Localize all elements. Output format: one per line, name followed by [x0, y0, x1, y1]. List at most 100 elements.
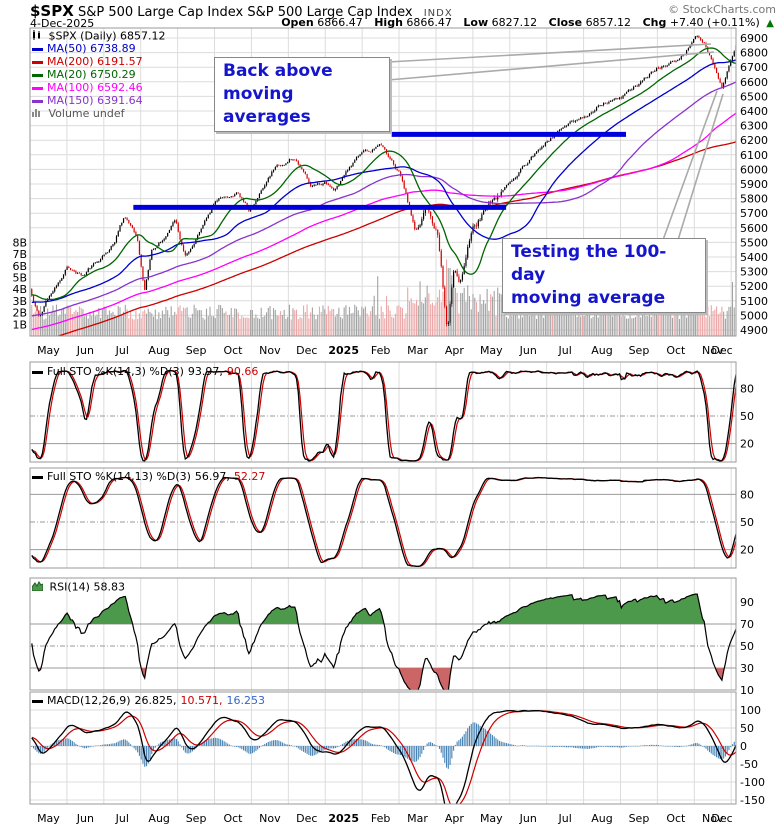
svg-text:Oct: Oct [666, 344, 686, 357]
svg-text:Nov: Nov [702, 344, 724, 357]
svg-text:Jun: Jun [519, 812, 537, 825]
svg-text:Aug: Aug [148, 812, 169, 825]
svg-text:6700: 6700 [740, 61, 768, 74]
svg-text:Apr: Apr [445, 812, 465, 825]
svg-text:50: 50 [740, 722, 754, 735]
svg-text:Jun: Jun [76, 344, 94, 357]
svg-text:Dec: Dec [711, 812, 732, 825]
svg-text:80: 80 [740, 488, 754, 501]
svg-text:May: May [480, 812, 503, 825]
svg-text:Jun: Jun [519, 344, 537, 357]
svg-text:Nov: Nov [259, 344, 281, 357]
rsi-label: RSI(14) 58.83 [31, 581, 125, 594]
svg-text:2025: 2025 [328, 812, 359, 825]
legend-volume-text: Volume undef [48, 107, 125, 120]
rsi-area-icon [31, 581, 44, 594]
annotation-back-above-line2: moving averages [223, 84, 311, 127]
svg-text:7B: 7B [12, 248, 27, 261]
svg-text:May: May [37, 812, 60, 825]
svg-text:Sep: Sep [629, 812, 650, 825]
svg-text:3B: 3B [12, 295, 27, 308]
low-value: 6827.12 [491, 16, 538, 29]
svg-text:50: 50 [740, 516, 754, 529]
sto-slow-dash-icon [32, 475, 43, 479]
high-label: High [374, 16, 403, 29]
legend-main-text: $SPX (Daily) 6857.12 [48, 29, 166, 43]
svg-text:6300: 6300 [740, 120, 768, 133]
svg-text:Oct: Oct [223, 344, 243, 357]
svg-text:Oct: Oct [223, 812, 243, 825]
svg-text:6200: 6200 [740, 134, 768, 147]
svg-text:2025: 2025 [328, 344, 359, 357]
svg-text:-50: -50 [740, 758, 758, 771]
svg-text:5000: 5000 [740, 309, 768, 322]
ma100-dash-icon [32, 86, 43, 90]
ma20-dash-icon [32, 73, 43, 77]
ticker-symbol: $SPX [30, 2, 74, 20]
svg-text:70: 70 [740, 618, 754, 631]
svg-text:100: 100 [740, 704, 761, 717]
ma150-dash-icon [32, 99, 43, 103]
chart-title: $SPX S&P 500 Large Cap Index S&P 500 Larg… [30, 2, 453, 20]
svg-text:1B: 1B [12, 318, 27, 331]
svg-text:50: 50 [740, 640, 754, 653]
svg-text:Sep: Sep [186, 812, 207, 825]
svg-text:5500: 5500 [740, 236, 768, 249]
svg-text:10: 10 [740, 684, 754, 697]
svg-text:6000: 6000 [740, 163, 768, 176]
close-value: 6857.12 [585, 16, 632, 29]
legend-ma100: MA(100) 6592.46 [32, 82, 143, 95]
legend-ma150: MA(150) 6391.64 [32, 95, 143, 108]
svg-text:5800: 5800 [740, 193, 768, 206]
svg-text:6800: 6800 [740, 47, 768, 60]
svg-text:4B: 4B [12, 283, 27, 296]
svg-text:30: 30 [740, 662, 754, 675]
svg-text:90: 90 [740, 596, 754, 609]
svg-text:Jun: Jun [76, 812, 94, 825]
svg-text:6B: 6B [12, 260, 27, 273]
svg-text:Nov: Nov [259, 812, 281, 825]
annotation-testing-line1: Testing the 100-day [511, 242, 667, 285]
svg-text:20: 20 [740, 438, 754, 451]
exchange-label: INDX [423, 8, 453, 19]
annotation-back-above: Back above moving averages [214, 57, 390, 132]
svg-text:Feb: Feb [371, 344, 390, 357]
ohlc-readout: Open 6866.47 High 6866.47 Low 6827.12 Cl… [273, 16, 774, 29]
svg-text:-100: -100 [740, 776, 765, 789]
svg-text:May: May [480, 344, 503, 357]
svg-text:5900: 5900 [740, 178, 768, 191]
svg-text:Jul: Jul [557, 344, 571, 357]
legend-ma20: MA(20) 6750.29 [32, 69, 136, 82]
svg-text:50: 50 [740, 410, 754, 423]
svg-text:6400: 6400 [740, 105, 768, 118]
svg-text:0: 0 [740, 740, 747, 753]
svg-text:-150: -150 [740, 794, 765, 807]
chart-date: 4-Dec-2025 [30, 17, 95, 30]
legend-main: $SPX (Daily) 6857.12 [32, 30, 166, 43]
sto-fast-dash-icon [32, 370, 43, 374]
svg-text:May: May [37, 344, 60, 357]
svg-text:Feb: Feb [371, 812, 390, 825]
open-value: 6866.47 [317, 16, 363, 29]
low-label: Low [463, 16, 489, 29]
svg-text:6600: 6600 [740, 76, 768, 89]
sto-slow-label: Full STO %K(14,13) %D(3) 56.97, 52.27 [32, 471, 265, 483]
svg-text:Nov: Nov [702, 812, 724, 825]
annotation-testing-line2: moving average [511, 288, 666, 308]
candlestick-icon [32, 30, 42, 43]
svg-text:5400: 5400 [740, 251, 768, 264]
chg-value: +7.40 (+0.11%) [669, 16, 760, 29]
svg-text:Mar: Mar [407, 812, 428, 825]
close-label: Close [548, 16, 583, 29]
svg-text:5300: 5300 [740, 266, 768, 279]
legend-volume: Volume undef [32, 108, 124, 121]
svg-text:5100: 5100 [740, 295, 768, 308]
sto-fast-label: Full STO %K(14,3) %D(3) 93.97, 90.66 [32, 366, 258, 378]
macd-dash-icon [32, 699, 43, 703]
svg-text:Dec: Dec [296, 344, 317, 357]
svg-text:Aug: Aug [148, 344, 169, 357]
legend-ma200: MA(200) 6191.57 [32, 56, 143, 69]
chg-label: Chg [642, 16, 667, 29]
